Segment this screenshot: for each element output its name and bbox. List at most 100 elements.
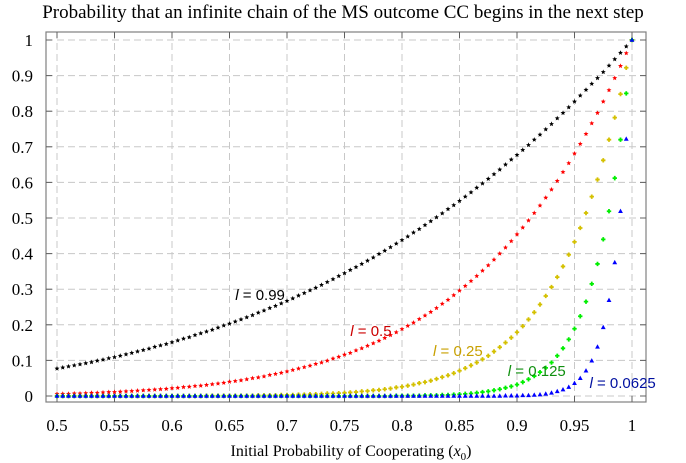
data-point <box>532 373 537 379</box>
data-point <box>158 386 163 392</box>
data-point <box>192 393 198 398</box>
data-point <box>572 239 577 245</box>
data-point <box>509 384 514 389</box>
data-point <box>255 374 261 380</box>
data-point <box>353 347 359 353</box>
data-point <box>612 175 617 181</box>
data-point <box>468 189 474 195</box>
data-point <box>549 186 554 192</box>
data-point <box>83 390 89 396</box>
data-point <box>595 177 600 182</box>
data-point <box>451 371 456 376</box>
data-point <box>342 393 347 398</box>
data-point <box>336 354 342 359</box>
data-point <box>158 342 163 348</box>
data-point <box>422 393 428 398</box>
data-point <box>152 393 158 398</box>
data-point <box>618 208 623 214</box>
data-point <box>572 98 577 104</box>
x-tick-label: 0.9 <box>506 416 527 435</box>
data-point <box>209 393 215 398</box>
data-point <box>129 350 135 356</box>
data-point <box>549 284 554 290</box>
data-point <box>589 358 595 363</box>
data-point <box>186 334 192 340</box>
data-point <box>595 75 600 81</box>
data-point <box>313 361 319 367</box>
data-point <box>612 56 618 62</box>
x-tick-label: 0.5 <box>46 416 67 435</box>
data-point <box>388 244 393 250</box>
data-point <box>555 353 560 358</box>
data-point <box>382 248 388 253</box>
data-point <box>503 340 508 345</box>
data-point <box>600 324 606 330</box>
series-label: l = 0.25 <box>433 343 483 360</box>
data-point <box>485 393 491 398</box>
data-point <box>572 150 577 156</box>
data-point <box>411 230 416 235</box>
data-point <box>503 393 508 398</box>
data-point <box>393 393 399 398</box>
data-point <box>290 295 296 301</box>
data-point <box>250 375 255 381</box>
data-point <box>514 393 520 398</box>
data-point <box>129 388 135 394</box>
data-point <box>267 305 273 311</box>
data-point <box>445 393 451 398</box>
data-point <box>566 337 571 342</box>
data-point <box>244 393 250 398</box>
y-tick-label: 0.5 <box>12 209 33 228</box>
data-point <box>554 178 560 184</box>
data-point <box>135 388 140 393</box>
data-point <box>255 393 261 398</box>
data-point <box>405 383 410 388</box>
data-point <box>77 361 83 367</box>
data-point <box>163 341 169 347</box>
data-point <box>215 325 221 330</box>
data-point <box>491 393 497 398</box>
x-tick-label: 1 <box>628 416 637 435</box>
data-point <box>480 357 485 362</box>
data-point <box>181 336 186 341</box>
data-point <box>537 302 543 307</box>
data-point <box>526 142 531 148</box>
data-point <box>382 335 388 341</box>
data-point <box>319 393 324 398</box>
data-point <box>370 254 376 260</box>
data-point <box>399 384 405 389</box>
data-point <box>480 393 485 398</box>
data-point <box>227 379 232 384</box>
series-label-value: = 0.125 <box>511 363 566 380</box>
data-point <box>296 293 301 298</box>
data-point <box>583 210 589 216</box>
data-point <box>123 351 129 357</box>
data-point <box>60 364 66 370</box>
data-point <box>301 290 307 296</box>
data-point <box>89 359 94 365</box>
data-point <box>273 371 278 377</box>
data-point <box>486 389 491 394</box>
data-point <box>549 360 554 365</box>
y-tick-label: 1 <box>25 31 34 50</box>
data-point <box>342 390 347 395</box>
data-point <box>520 324 525 329</box>
data-point <box>388 386 393 391</box>
data-point <box>250 312 255 318</box>
data-point <box>347 393 353 398</box>
data-point <box>537 369 543 375</box>
data-point <box>117 353 123 358</box>
data-point <box>422 312 428 318</box>
data-point <box>612 75 618 81</box>
data-point <box>250 393 255 398</box>
data-point <box>618 91 623 97</box>
data-point <box>324 279 330 285</box>
data-point <box>612 259 618 265</box>
data-point <box>117 393 123 398</box>
data-point <box>158 393 163 398</box>
series-layer <box>54 37 635 399</box>
series-label: l = 0.125 <box>508 363 566 380</box>
data-point <box>508 157 514 162</box>
data-point <box>600 98 606 104</box>
data-point <box>537 202 543 208</box>
